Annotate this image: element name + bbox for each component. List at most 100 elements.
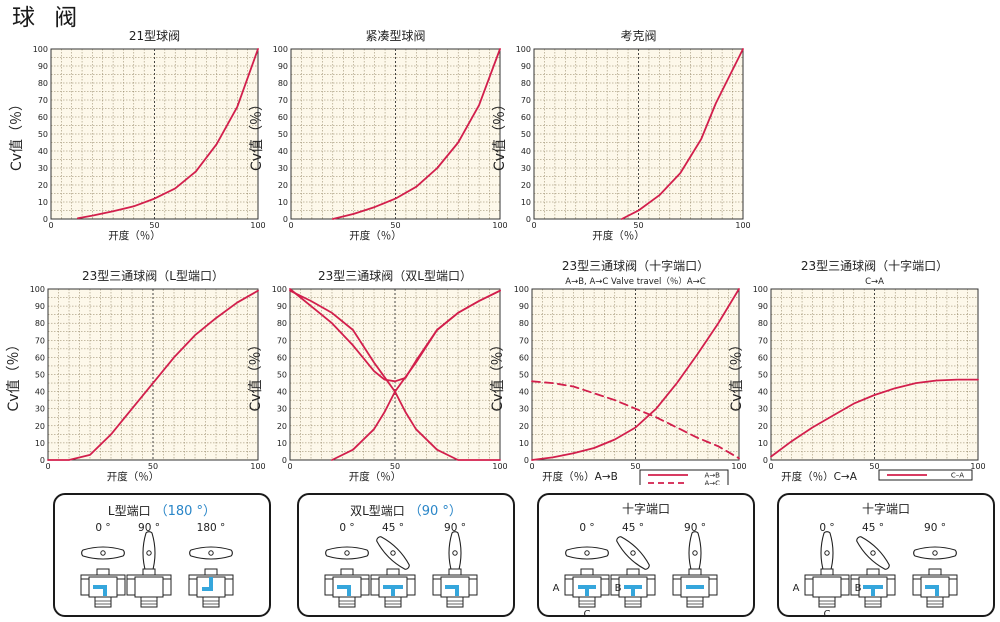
- valve-stem: [204, 568, 218, 576]
- valve-body: [126, 568, 172, 608]
- valve-stem: [340, 568, 354, 576]
- valve-handle: [565, 546, 609, 560]
- port-right: [406, 578, 416, 596]
- port-panel-angle-highlight: （90 °）: [408, 504, 462, 519]
- valve-housing: [134, 576, 164, 598]
- y-tick-label: 50: [278, 130, 288, 139]
- y-tick-label: 10: [277, 439, 287, 448]
- y-axis-label: Cv值（％）: [6, 337, 22, 411]
- y-axis-label: Cv值（％）: [9, 97, 25, 171]
- port-letter-b: B: [615, 583, 622, 594]
- y-tick-label: 50: [35, 371, 45, 380]
- chart-3: 0 10 20 30 40 50 60 70 80 90 100 0 50 100 23型三通球阀（L型端口…: [6, 269, 266, 483]
- valve-stem: [142, 568, 156, 576]
- y-tick-label: 80: [521, 79, 531, 88]
- y-tick-label: 10: [521, 198, 531, 207]
- flow-path: [624, 585, 642, 596]
- series-line: [77, 48, 259, 220]
- x-axis-label: 开度（％）A→B: [542, 470, 618, 483]
- y-tick-label: 30: [278, 164, 288, 173]
- y-tick-label: 20: [38, 181, 48, 190]
- valve-handle: [856, 536, 890, 570]
- port-letter-b: B: [855, 583, 862, 594]
- valve-stem: [580, 568, 594, 576]
- port-letter-c: C: [584, 609, 591, 619]
- flow-line: [578, 585, 596, 596]
- port-panel-title: L型端口: [107, 504, 151, 518]
- valve-stem: [928, 568, 942, 576]
- valve-body: [188, 568, 234, 608]
- y-tick-label: 0: [282, 456, 287, 465]
- y-tick-label: 10: [519, 439, 529, 448]
- series-line: [331, 48, 501, 220]
- legend: A→BA→C: [639, 469, 729, 485]
- chart-title: 23型三通球阀（L型端口）: [82, 269, 224, 283]
- port-diagram: 0 ° 45 ° 90 ° A B C: [793, 522, 958, 619]
- legend-label: C–A: [951, 472, 964, 480]
- angle-label: 45 °: [862, 522, 884, 534]
- plot-frame: [50, 48, 259, 220]
- y-tick-label: 0: [524, 456, 529, 465]
- x-tick-label: 0: [45, 462, 50, 471]
- flow-line: [445, 585, 459, 596]
- y-tick-label: 0: [763, 456, 768, 465]
- port-right: [646, 578, 656, 596]
- x-axis-label: 开度（％）: [592, 229, 645, 242]
- series-line: [331, 289, 501, 461]
- port-bottom: [864, 596, 882, 608]
- y-tick-label: 80: [278, 79, 288, 88]
- y-tick-label: 90: [758, 302, 768, 311]
- y-tick-label: 60: [278, 113, 288, 122]
- flow-line: [383, 585, 403, 596]
- angle-label: 90 °: [138, 522, 160, 534]
- series-line: [620, 48, 744, 220]
- y-tick-label: 80: [35, 319, 45, 328]
- chart-6: 0 10 20 30 40 50 60 70 80 90 100 0 50 100 23型三通球阀（十字端口…: [729, 258, 986, 483]
- y-tick-label: 10: [758, 439, 768, 448]
- flow-line: [337, 585, 351, 596]
- valve-stem: [626, 568, 640, 576]
- x-tick-label: 100: [250, 462, 265, 471]
- valve-body: [324, 568, 370, 608]
- valve-stem: [820, 568, 834, 576]
- y-tick-label: 80: [758, 319, 768, 328]
- y-tick-label: 20: [277, 422, 287, 431]
- port-right: [468, 578, 478, 596]
- valve-handle: [325, 546, 369, 560]
- valve-body: [564, 568, 610, 608]
- flow-line: [863, 585, 883, 596]
- angle-label: 0 °: [339, 522, 354, 534]
- x-tick-label: 0: [531, 221, 536, 230]
- chart-5: 0 10 20 30 40 50 60 70 80 90 100 0 50 100 23型三通球阀（十字端口…: [490, 258, 747, 485]
- y-tick-label: 100: [516, 45, 531, 54]
- y-tick-label: 60: [38, 113, 48, 122]
- chart-title: 21型球阀: [129, 29, 180, 43]
- valve-handle: [820, 531, 834, 575]
- x-axis-label: 开度（％）C→A: [781, 470, 858, 483]
- port-left: [432, 578, 442, 596]
- chart-subtitle: C→A: [865, 277, 884, 287]
- port-panel-l: L型端口 （180 °） 0 ° 90 ° 180 °: [53, 493, 271, 617]
- y-tick-label: 100: [30, 285, 45, 294]
- valve-body: [804, 568, 850, 608]
- plot-frame: [531, 288, 740, 461]
- angle-label: 180 °: [197, 522, 226, 534]
- y-axis-label: Cv值（％）: [492, 97, 508, 171]
- y-tick-label: 20: [758, 422, 768, 431]
- flow-path: [337, 585, 351, 596]
- plot-frame: [47, 288, 259, 461]
- y-tick-label: 90: [277, 302, 287, 311]
- x-tick-label: 50: [869, 462, 879, 471]
- chart-title: 23型三通球阀（十字端口）: [562, 258, 709, 273]
- y-tick-label: 10: [278, 198, 288, 207]
- port-panel-cross-1: 十字端口 0 ° 45 ° 90 ° A B C: [537, 493, 755, 619]
- y-tick-label: 100: [33, 45, 48, 54]
- y-tick-label: 10: [35, 439, 45, 448]
- plot-frame: [289, 288, 501, 461]
- x-tick-label: 0: [48, 221, 53, 230]
- y-tick-label: 70: [277, 336, 287, 345]
- y-tick-label: 20: [521, 181, 531, 190]
- y-tick-label: 90: [38, 62, 48, 71]
- handle-pivot: [630, 550, 636, 556]
